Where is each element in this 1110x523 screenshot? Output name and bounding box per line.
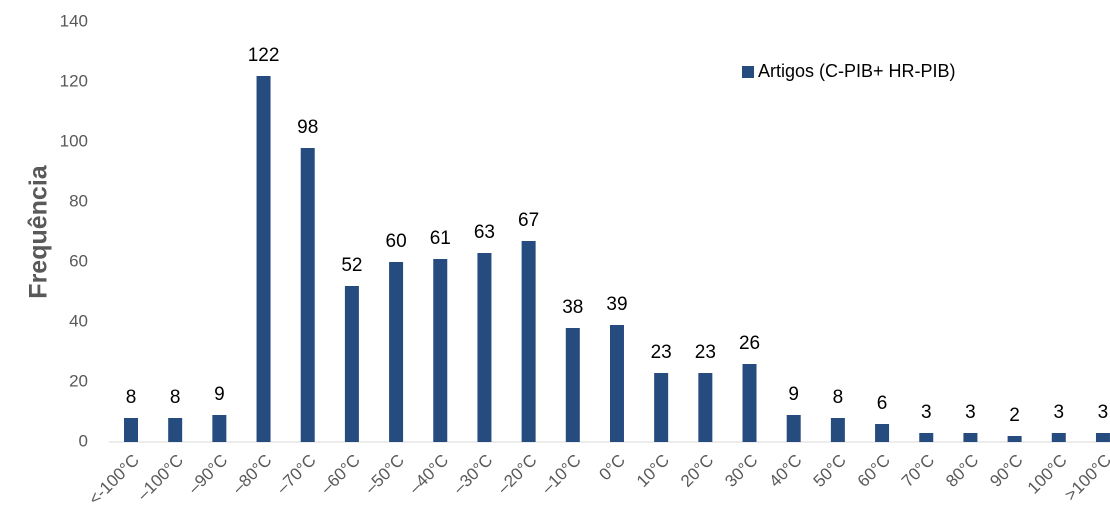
bar xyxy=(521,241,536,442)
data-label: 3 xyxy=(1053,402,1064,423)
x-tick-label: 90°C xyxy=(986,451,1026,491)
data-label: 2 xyxy=(1009,405,1020,426)
legend-swatch xyxy=(742,66,754,78)
x-tick-label: 60°C xyxy=(854,451,894,491)
y-tick-label: 40 xyxy=(69,311,88,330)
data-label: 3 xyxy=(921,402,932,423)
data-label: 98 xyxy=(297,117,318,138)
bar xyxy=(344,286,359,442)
y-tick-label: 20 xyxy=(69,371,88,390)
data-label: 39 xyxy=(606,294,627,315)
bar xyxy=(433,259,448,442)
x-tick-label: –40°C xyxy=(405,451,452,498)
x-tick-label: –90°C xyxy=(184,451,231,498)
x-tick-label: 20°C xyxy=(677,451,717,491)
x-tick-label: 30°C xyxy=(721,451,761,491)
data-label: 3 xyxy=(965,402,976,423)
x-tick-label: –50°C xyxy=(361,451,408,498)
bar xyxy=(742,364,757,442)
bar xyxy=(389,262,404,442)
y-axis-title: Frequência xyxy=(25,164,53,298)
x-tick-label: –80°C xyxy=(229,451,276,498)
bar xyxy=(1007,436,1022,442)
x-tick-label: 40°C xyxy=(765,451,805,491)
bar xyxy=(963,433,978,442)
x-tick-label: –20°C xyxy=(494,451,541,498)
x-tick-label: –100°C xyxy=(134,451,188,505)
data-label: 8 xyxy=(126,387,137,408)
x-tick-label: 50°C xyxy=(810,451,850,491)
data-label: 60 xyxy=(386,231,407,252)
bar xyxy=(212,415,227,442)
data-label: 23 xyxy=(695,342,716,363)
data-label: 8 xyxy=(170,387,181,408)
x-tick-label: 80°C xyxy=(942,451,982,491)
data-label: 23 xyxy=(651,342,672,363)
x-tick-label: 10°C xyxy=(633,451,673,491)
x-tick-label: 0°C xyxy=(595,451,629,485)
y-tick-label: 80 xyxy=(69,191,88,210)
x-tick-label: –60°C xyxy=(317,451,364,498)
x-tick-label: >100°C xyxy=(1061,451,1110,505)
x-tick-label: –30°C xyxy=(449,451,496,498)
bar xyxy=(654,373,669,442)
y-tick-label: 140 xyxy=(60,11,88,30)
bar xyxy=(786,415,801,442)
data-label: 67 xyxy=(518,210,539,231)
y-tick-label: 0 xyxy=(79,431,88,450)
bar xyxy=(256,76,271,442)
bar xyxy=(1051,433,1066,442)
data-label: 6 xyxy=(877,393,888,414)
data-label: 26 xyxy=(739,333,760,354)
x-tick-label: –10°C xyxy=(538,451,585,498)
data-label: 3 xyxy=(1098,402,1109,423)
bar xyxy=(875,424,890,442)
bar xyxy=(698,373,713,442)
bar xyxy=(919,433,934,442)
bar xyxy=(124,418,138,442)
y-tick-label: 120 xyxy=(60,71,88,90)
bar xyxy=(1095,433,1110,442)
data-label: 38 xyxy=(562,297,583,318)
y-tick-label: 60 xyxy=(69,251,88,270)
bar xyxy=(565,328,580,442)
bar xyxy=(477,253,492,442)
bar xyxy=(300,148,315,442)
bar xyxy=(830,418,845,442)
data-label: 9 xyxy=(788,384,799,405)
data-label: 61 xyxy=(430,228,451,249)
data-label: 52 xyxy=(341,255,362,276)
x-tick-label: –70°C xyxy=(273,451,320,498)
data-label: 9 xyxy=(214,384,225,405)
data-label: 122 xyxy=(248,45,280,66)
bar xyxy=(168,418,183,442)
bar xyxy=(609,325,624,442)
x-tick-label: <-100°C xyxy=(85,451,143,509)
y-tick-label: 100 xyxy=(60,131,88,150)
legend-label: Artigos (C-PIB+ HR-PIB) xyxy=(758,61,956,81)
data-label: 63 xyxy=(474,222,495,243)
x-tick-label: 70°C xyxy=(898,451,938,491)
data-label: 8 xyxy=(833,387,844,408)
